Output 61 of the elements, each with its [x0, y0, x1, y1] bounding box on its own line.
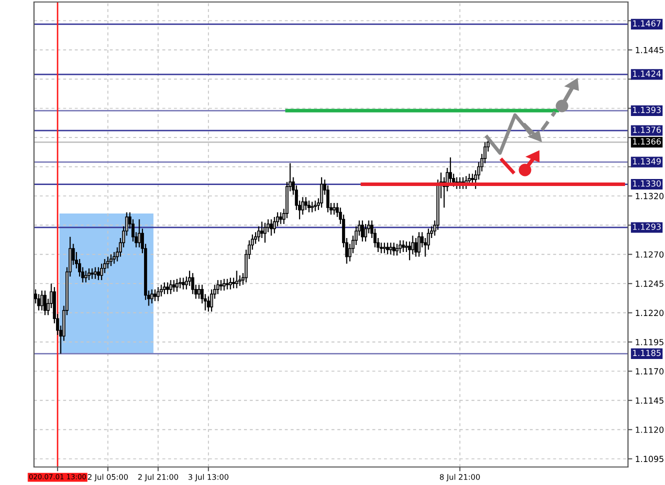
candlestick	[310, 201, 314, 213]
candlestick	[320, 176, 324, 208]
ref-line-label: 1.1349	[633, 158, 661, 164]
ref-line-label: 1.1424	[633, 70, 661, 77]
candlestick	[94, 266, 97, 280]
candlestick	[272, 216, 276, 234]
candlestick	[87, 268, 91, 281]
candlestick	[160, 284, 163, 297]
candlestick	[153, 288, 157, 302]
candlestick	[228, 277, 232, 290]
candlestick	[364, 223, 368, 242]
candlestick	[226, 278, 229, 290]
candlestick	[307, 200, 311, 213]
candlestick	[392, 242, 396, 256]
candlestick	[380, 242, 383, 254]
candlestick	[404, 240, 408, 253]
candlestick	[219, 280, 223, 292]
candlestick	[100, 263, 104, 281]
candlestick	[314, 200, 317, 212]
candlestick	[40, 290, 44, 311]
ref-line-label: 1.1185	[633, 350, 661, 356]
candlestick	[398, 240, 402, 254]
candlestick	[232, 277, 236, 289]
y-tick-label: 1.1170	[636, 368, 664, 374]
ref-line-label: 1.1376	[633, 126, 661, 133]
y-tick-label: 1.1195	[636, 338, 664, 346]
candlestick	[260, 221, 264, 239]
candlestick	[90, 268, 94, 280]
candlestick	[84, 270, 88, 283]
y-tick-label: 1.1445	[636, 46, 664, 54]
ref-line-label: 1.1330	[633, 180, 661, 187]
y-tick-label: 1.1320	[636, 192, 664, 200]
y-tick-label: 1.1220	[636, 310, 664, 316]
candlestick	[402, 240, 405, 253]
ref-line-label: 1.1393	[633, 106, 661, 114]
y-tick-label: 1.1245	[636, 280, 664, 287]
candlestick	[360, 220, 364, 242]
y-tick-label: 1.1095	[636, 456, 664, 462]
candlestick	[172, 280, 176, 292]
candlestick	[386, 242, 390, 255]
candlestick	[150, 288, 154, 304]
candlestick	[304, 196, 308, 211]
candlestick	[414, 237, 418, 258]
candlestick	[43, 290, 47, 316]
y-tick-label: 1.1145	[636, 397, 664, 404]
candlestick	[182, 277, 185, 290]
candlestick	[279, 212, 282, 225]
ref-line-label: 1.1366	[633, 138, 661, 145]
candlestick	[191, 272, 194, 295]
candlestick	[37, 294, 40, 311]
candlestick	[270, 218, 273, 236]
candlestick	[96, 266, 100, 281]
candlestick	[206, 296, 210, 312]
ref-line-label: 1.1293	[633, 224, 661, 230]
ref-line-label: 1.1467	[633, 20, 661, 27]
candlestick	[332, 202, 336, 216]
y-tick-label: 1.1270	[636, 251, 664, 258]
y-tick-label: 1.1120	[636, 426, 664, 433]
candlestick	[448, 156, 452, 184]
candlestick	[408, 240, 412, 261]
candlestick	[166, 282, 170, 295]
